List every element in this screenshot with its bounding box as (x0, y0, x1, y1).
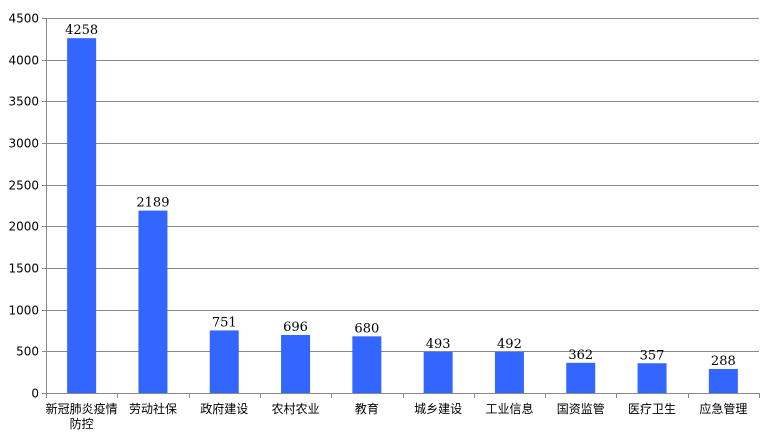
x-tick-label: 应急管理 (699, 401, 747, 416)
y-tick-label: 4000 (8, 54, 39, 68)
y-tick-label: 2000 (8, 220, 39, 234)
bar (281, 335, 311, 393)
x-tick-label: 工业信息 (485, 401, 533, 416)
data-label: 288 (711, 354, 736, 369)
data-label: 751 (212, 315, 237, 330)
data-label: 357 (640, 348, 665, 363)
y-tick-labels: 0 500 1000 1500 2000 2500 3000 3500 4000 4500 (8, 12, 39, 401)
y-tick-label: 500 (16, 345, 39, 359)
bar (637, 363, 667, 393)
y-tick-label: 2500 (8, 179, 39, 193)
bar (423, 351, 453, 393)
x-tick-label: 国资监管 (557, 401, 605, 416)
bar (494, 352, 524, 393)
bar (138, 210, 168, 393)
x-tick-label: 城乡建设 (414, 402, 462, 416)
bar (209, 330, 239, 393)
y-tick-label: 3000 (8, 137, 39, 151)
data-label: 493 (426, 337, 451, 352)
data-label: 492 (497, 337, 522, 352)
x-tick-label: 新冠肺炎疫情 (46, 401, 118, 416)
data-label: 4258 (65, 23, 98, 38)
x-tick-label: 政府建设 (200, 401, 248, 416)
x-tick-label: 教育 (355, 401, 379, 416)
data-label: 680 (354, 321, 379, 336)
data-label: 696 (283, 320, 308, 335)
y-tick-label: 1000 (8, 304, 39, 318)
y-tick-label: 3500 (8, 95, 39, 109)
y-tick-label: 1500 (8, 262, 39, 276)
data-labels: 4258 2189 751 696 680 493 492 362 357 288 (65, 23, 736, 369)
y-tick-label: 4500 (8, 12, 39, 26)
axes (42, 18, 760, 398)
bar (352, 336, 382, 393)
data-label: 362 (568, 348, 593, 363)
data-label: 2189 (136, 196, 169, 211)
bars (67, 38, 738, 394)
x-tick-label: 防控 (70, 416, 94, 431)
x-tick-label: 医疗卫生 (628, 402, 676, 416)
bar (566, 362, 596, 393)
x-tick-label: 农村农业 (272, 402, 320, 416)
y-tick-label: 0 (31, 387, 39, 401)
bar (708, 369, 738, 393)
bar (67, 38, 97, 394)
x-tick-label: 劳动社保 (129, 401, 177, 416)
